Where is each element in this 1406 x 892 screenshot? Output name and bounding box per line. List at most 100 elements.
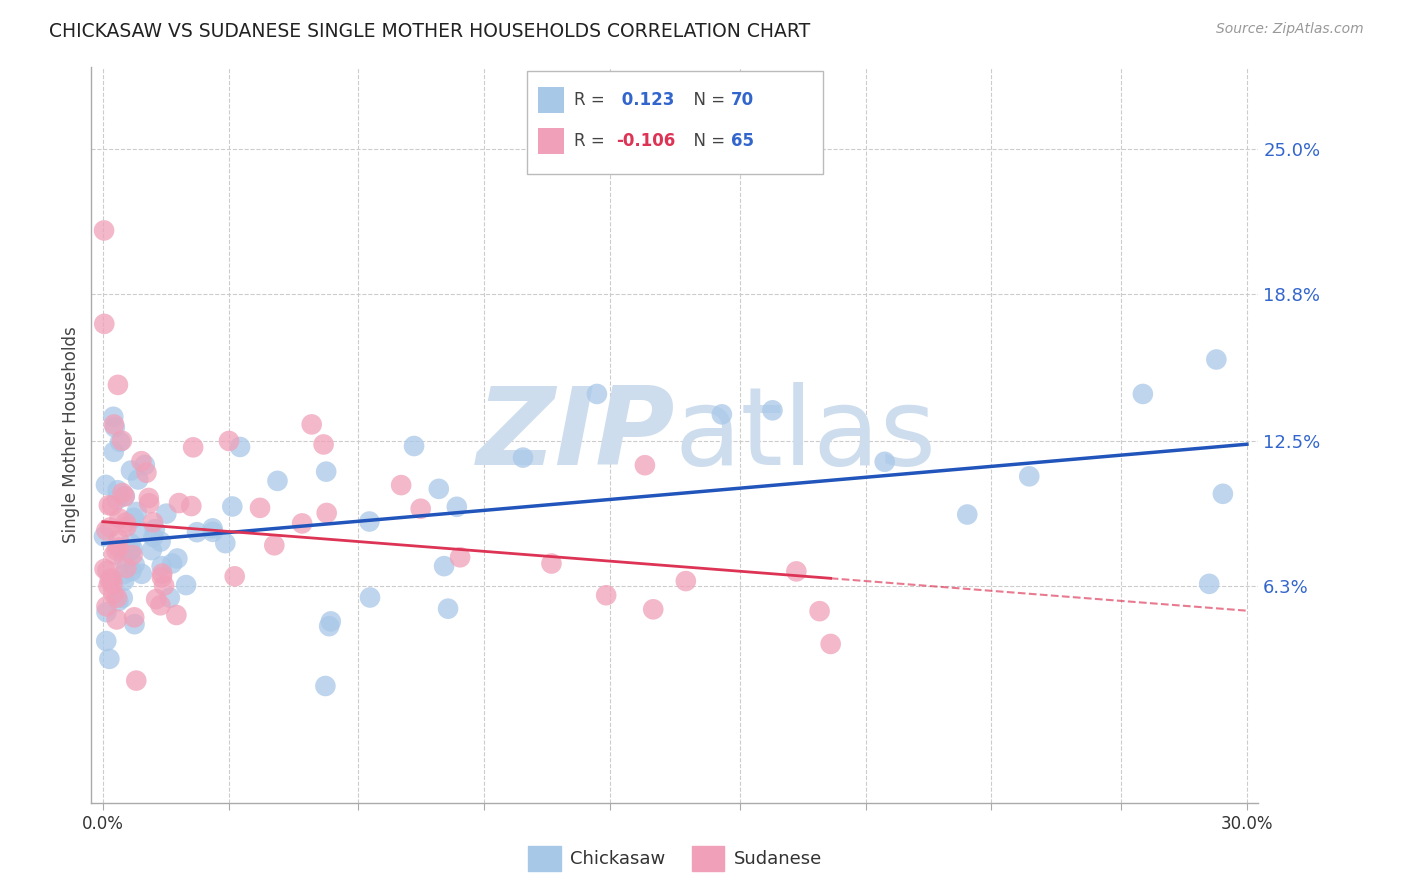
Point (122, 511, 145, 525)
Point (1212, 487, 1234, 501)
Point (115, 520, 138, 534)
Point (249, 500, 271, 515)
Point (820, 637, 842, 651)
Point (101, 576, 124, 591)
Point (446, 500, 468, 514)
Text: R =: R = (574, 132, 610, 150)
Point (586, 387, 609, 401)
Point (291, 516, 314, 531)
Point (427, 482, 450, 496)
Point (142, 530, 165, 544)
Point (359, 591, 381, 605)
Point (675, 574, 697, 588)
Point (643, 602, 665, 616)
Point (96, 564, 118, 578)
Point (105, 612, 128, 626)
Text: CHICKASAW VS SUDANESE SINGLE MOTHER HOUSEHOLDS CORRELATION CHART: CHICKASAW VS SUDANESE SINGLE MOTHER HOUS… (49, 22, 810, 41)
Point (121, 541, 143, 556)
Text: 65: 65 (731, 132, 754, 150)
Point (115, 561, 138, 575)
Point (114, 489, 136, 503)
Point (122, 610, 145, 624)
Point (103, 548, 125, 562)
Point (124, 617, 146, 632)
Point (160, 557, 183, 571)
Point (389, 478, 412, 492)
Point (266, 474, 288, 488)
Y-axis label: Single Mother Households: Single Mother Households (62, 326, 80, 543)
Point (314, 679, 336, 693)
Point (100, 572, 122, 586)
Point (138, 491, 160, 505)
Point (131, 454, 153, 468)
Point (150, 566, 173, 581)
Point (142, 516, 165, 530)
Point (315, 465, 337, 479)
Point (214, 536, 236, 550)
Point (96, 634, 118, 648)
Point (1018, 469, 1040, 483)
Point (112, 552, 135, 566)
Point (167, 496, 190, 510)
Point (229, 440, 252, 454)
Point (301, 417, 323, 432)
Point (120, 536, 142, 550)
Point (540, 557, 562, 571)
Point (111, 486, 134, 500)
Point (124, 558, 146, 572)
Point (98, 520, 121, 534)
Point (96, 599, 118, 614)
Point (1132, 387, 1154, 401)
Point (127, 473, 149, 487)
Point (98, 574, 121, 588)
Point (105, 543, 128, 558)
Point (181, 440, 204, 454)
Point (218, 434, 240, 448)
Point (201, 524, 224, 539)
Point (263, 538, 285, 552)
Point (93, 529, 115, 543)
Point (1205, 352, 1227, 367)
Point (149, 534, 172, 549)
Point (115, 516, 138, 530)
Point (111, 434, 134, 448)
Point (785, 565, 807, 579)
Point (93, 562, 115, 576)
Point (105, 492, 128, 507)
Point (149, 599, 172, 613)
Point (761, 403, 783, 417)
Point (120, 543, 142, 558)
Text: 70: 70 (731, 91, 754, 109)
Point (808, 604, 831, 618)
Point (150, 559, 173, 574)
Point (134, 458, 156, 472)
Text: ZIP: ZIP (477, 382, 675, 488)
Point (107, 533, 129, 547)
Point (107, 483, 129, 498)
Point (94, 478, 117, 492)
Point (125, 505, 148, 519)
Point (150, 570, 173, 584)
Point (956, 508, 979, 522)
Point (155, 507, 177, 521)
Point (93, 223, 115, 237)
Point (595, 588, 617, 602)
Point (512, 450, 534, 465)
Point (165, 607, 187, 622)
Point (221, 500, 243, 514)
Text: Source: ZipAtlas.com: Source: ZipAtlas.com (1216, 22, 1364, 37)
Point (103, 409, 125, 424)
Point (409, 501, 432, 516)
Point (101, 499, 124, 513)
Point (359, 515, 381, 529)
Point (125, 673, 148, 688)
Point (105, 591, 128, 605)
Text: R =: R = (574, 91, 610, 109)
Point (107, 377, 129, 392)
Point (174, 578, 197, 592)
Point (1198, 577, 1220, 591)
Point (319, 615, 342, 629)
Point (107, 541, 129, 555)
Point (118, 545, 141, 559)
Point (112, 567, 135, 582)
